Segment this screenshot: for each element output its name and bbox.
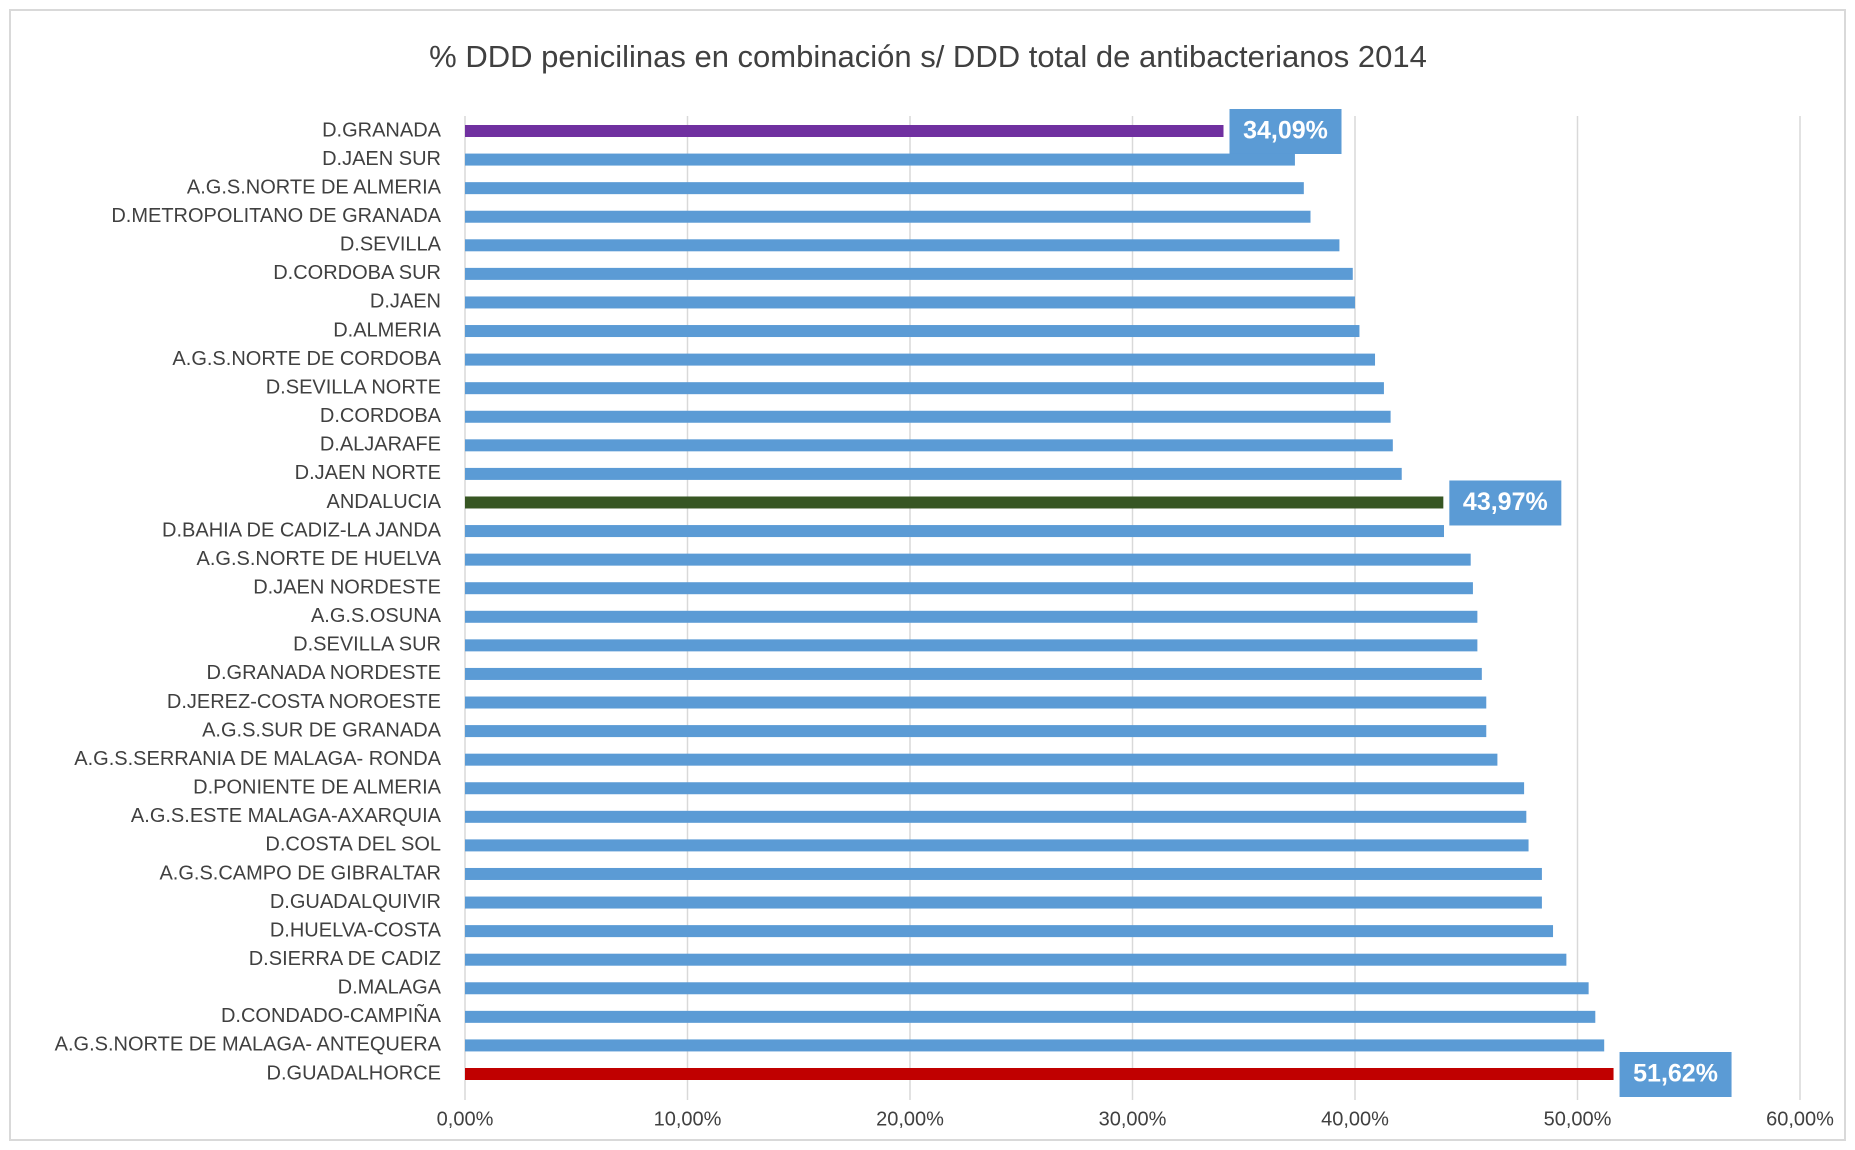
bar <box>465 867 1542 880</box>
y-tick-label: A.G.S.NORTE DE CORDOBA <box>172 348 441 370</box>
y-tick-label: D.ALMERIA <box>333 319 441 341</box>
y-tick-label: D.CORDOBA <box>320 405 442 427</box>
bar <box>465 839 1529 852</box>
y-tick-label: D.ALJARAFE <box>320 434 441 456</box>
bar <box>465 239 1340 252</box>
x-tick-label: 0,00% <box>437 1108 494 1130</box>
y-tick-label: D.BAHIA DE CADIZ-LA JANDA <box>162 519 442 541</box>
y-tick-label: A.G.S.NORTE DE HUELVA <box>196 548 441 570</box>
bar <box>465 496 1444 509</box>
y-tick-label: D.JAEN SUR <box>322 148 441 170</box>
bar <box>465 182 1304 195</box>
y-tick-label: D.GUADALHORCE <box>267 1062 441 1084</box>
bar <box>465 1039 1605 1052</box>
y-tick-label: D.GRANADA NORDESTE <box>207 662 441 684</box>
y-tick-label: A.G.S.SUR DE GRANADA <box>202 719 442 741</box>
bar <box>465 782 1525 795</box>
y-tick-label: ANDALUCIA <box>327 491 442 513</box>
bar <box>465 125 1224 137</box>
bar <box>465 810 1527 823</box>
chart-title: % DDD penicilinas en combinación s/ DDD … <box>429 39 1427 74</box>
x-tick-label: 10,00% <box>654 1108 722 1130</box>
bar <box>465 725 1487 738</box>
bar <box>465 896 1542 909</box>
y-tick-label: D.SEVILLA SUR <box>293 634 441 656</box>
y-tick-label: A.G.S.CAMPO DE GIBRALTAR <box>159 862 441 884</box>
bar <box>465 1068 1614 1080</box>
y-tick-label: A.G.S.NORTE DE ALMERIA <box>187 176 442 198</box>
bar <box>465 153 1295 166</box>
y-tick-label: A.G.S.NORTE DE MALAGA- ANTEQUERA <box>55 1034 442 1056</box>
y-tick-label: D.MALAGA <box>338 977 442 999</box>
bar <box>465 639 1478 652</box>
bar <box>465 410 1391 423</box>
bar <box>465 467 1402 480</box>
y-tick-label: D.JAEN NORDESTE <box>253 576 441 598</box>
y-tick-label: D.CONDADO-CAMPIÑA <box>221 1003 442 1027</box>
data-label-box <box>1619 1052 1732 1097</box>
y-tick-label: D.SEVILLA NORTE <box>266 376 441 398</box>
bar <box>465 353 1376 366</box>
y-tick-label: A.G.S.SERRANIA DE MALAGA- RONDA <box>74 748 441 770</box>
bar <box>465 582 1473 595</box>
bar <box>465 753 1498 766</box>
x-tick-label: 30,00% <box>1099 1108 1167 1130</box>
bar <box>465 553 1471 566</box>
bar <box>465 953 1567 966</box>
y-tick-label: D.JEREZ-COSTA NOROESTE <box>167 691 441 713</box>
bar <box>465 267 1353 280</box>
bar <box>465 667 1482 680</box>
bar <box>465 925 1554 938</box>
y-tick-label: D.SIERRA DE CADIZ <box>249 948 441 970</box>
y-tick-label: D.CORDOBA SUR <box>273 262 441 284</box>
bar <box>465 210 1311 223</box>
bar <box>465 439 1393 452</box>
x-tick-label: 50,00% <box>1544 1108 1612 1130</box>
y-tick-label: A.G.S.ESTE MALAGA-AXARQUIA <box>131 805 442 827</box>
x-tick-label: 20,00% <box>876 1108 944 1130</box>
data-label: 43,97% <box>1463 488 1548 516</box>
data-label-box <box>1229 109 1342 154</box>
data-label-box <box>1449 480 1562 526</box>
x-tick-label: 60,00% <box>1766 1108 1834 1130</box>
y-tick-label: D.COSTA DEL SOL <box>265 834 441 856</box>
chart-frame <box>9 9 1846 1141</box>
y-tick-label: D.SEVILLA <box>340 234 442 256</box>
y-tick-label: D.HUELVA-COSTA <box>270 919 442 941</box>
bar <box>465 696 1487 709</box>
x-tick-label: 40,00% <box>1321 1108 1389 1130</box>
y-tick-label: A.G.S.OSUNA <box>311 605 442 627</box>
bar <box>465 296 1355 309</box>
data-label: 34,09% <box>1243 117 1328 145</box>
bar <box>465 982 1589 995</box>
y-tick-label: D.GRANADA <box>322 119 442 141</box>
bar <box>465 382 1384 395</box>
y-tick-label: D.GUADALQUIVIR <box>270 891 441 913</box>
data-label: 51,62% <box>1633 1060 1718 1088</box>
y-tick-label: D.METROPOLITANO DE GRANADA <box>111 205 441 227</box>
y-tick-label: D.JAEN NORTE <box>295 462 441 484</box>
bar <box>465 610 1478 623</box>
y-tick-label: D.PONIENTE DE ALMERIA <box>193 777 441 799</box>
y-tick-label: D.JAEN <box>370 291 441 313</box>
bar <box>465 1010 1596 1023</box>
bar <box>465 325 1360 338</box>
bar <box>465 525 1444 538</box>
